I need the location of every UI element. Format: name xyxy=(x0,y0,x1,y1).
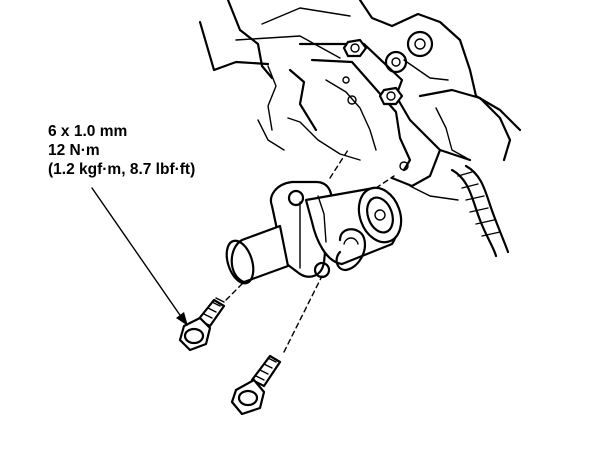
torque-nm-label: 12 N·m xyxy=(48,142,100,159)
bolt-size-label: 6 x 1.0 mm xyxy=(48,123,128,140)
bolt-icon xyxy=(178,297,226,352)
leader-arrow-icon xyxy=(91,187,188,326)
torque-alt-units-label: (1.2 kgf·m, 8.7 lbf·ft) xyxy=(48,161,196,178)
alignment-line xyxy=(225,149,395,353)
sensor-body xyxy=(225,180,403,285)
engine-bracket xyxy=(198,0,522,258)
bolt-icon xyxy=(230,354,282,416)
